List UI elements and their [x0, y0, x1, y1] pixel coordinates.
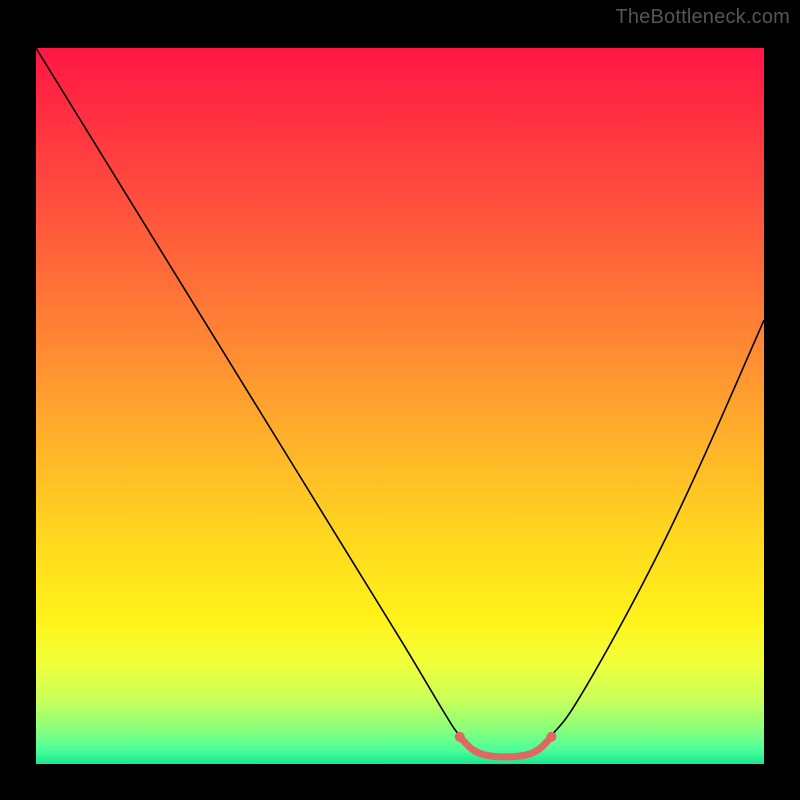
optimal-range-cap-left — [455, 732, 465, 742]
chart-container: TheBottleneck.com — [0, 0, 800, 800]
plot-background-gradient — [36, 48, 764, 764]
watermark-text: TheBottleneck.com — [615, 6, 790, 29]
optimal-range-cap-right — [546, 732, 556, 742]
bottleneck-curve-chart — [0, 0, 800, 800]
